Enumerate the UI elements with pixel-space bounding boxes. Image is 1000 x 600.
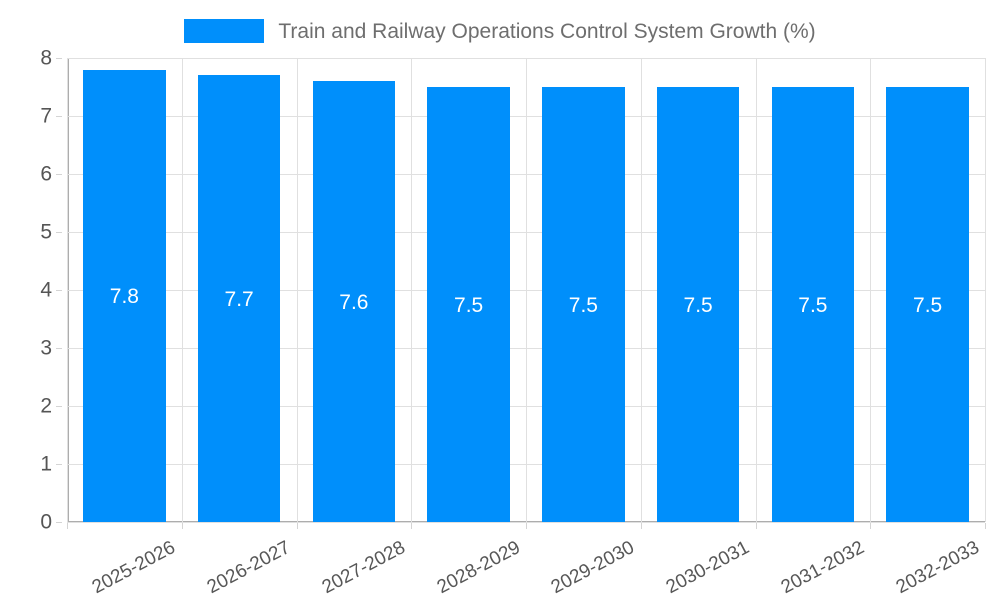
legend-color-swatch-icon[interactable] <box>184 19 265 43</box>
x-axis-tick-mark <box>182 523 183 529</box>
y-axis-tick-mark <box>56 290 62 291</box>
bar-data-label: 7.5 <box>683 293 713 317</box>
gridline-horizontal <box>67 522 985 523</box>
gridline-vertical <box>985 58 986 522</box>
bar-data-label: 7.5 <box>454 293 484 317</box>
y-axis-tick-mark <box>56 348 62 349</box>
x-axis-tick-mark <box>870 523 871 529</box>
plot-area: 7.8 7.7 7.6 7.5 7.5 7.5 7.5 7.5 <box>67 58 986 523</box>
legend-label: Train and Railway Operations Control Sys… <box>278 19 816 43</box>
bar-data-label: 7.8 <box>109 284 139 308</box>
bar[interactable] <box>771 87 855 522</box>
x-axis-tick-label: 2025-2026 <box>89 537 180 599</box>
gridline-vertical <box>641 58 642 522</box>
y-axis-tick-mark <box>56 174 62 175</box>
y-axis-tick-label: 2 <box>40 394 52 418</box>
y-axis-tick-mark <box>56 58 62 59</box>
gridline-vertical <box>870 58 871 522</box>
gridline-vertical <box>67 58 68 522</box>
bar[interactable] <box>427 87 510 522</box>
y-axis-tick-mark <box>56 464 62 465</box>
gridline-vertical <box>182 58 183 522</box>
legend-item-series-0[interactable]: Train and Railway Operations Control Sys… <box>184 19 816 43</box>
x-axis-tick-mark <box>756 523 757 529</box>
y-axis-tick-label: 5 <box>40 220 52 244</box>
y-axis-tick-label: 7 <box>40 104 52 128</box>
chart-legend: Train and Railway Operations Control Sys… <box>0 14 1000 48</box>
y-axis: 0 1 2 3 4 5 6 7 8 <box>0 0 62 600</box>
gridline-vertical <box>297 58 298 522</box>
y-axis-tick-label: 6 <box>40 162 52 186</box>
y-axis-tick-label: 3 <box>40 336 52 360</box>
bar-data-label: 7.6 <box>339 290 369 314</box>
y-axis-tick-mark <box>56 406 62 407</box>
bar-data-label: 7.5 <box>798 293 828 317</box>
gridline-vertical <box>526 58 527 522</box>
gridline-vertical <box>756 58 757 522</box>
x-axis-tick-mark <box>985 523 986 529</box>
x-axis-tick-mark <box>641 523 642 529</box>
bar-data-label: 7.5 <box>913 293 943 317</box>
bar[interactable] <box>83 69 166 522</box>
bar-data-label: 7.5 <box>568 293 598 317</box>
y-axis-tick-mark <box>56 232 62 233</box>
x-axis-tick-mark <box>297 523 298 529</box>
x-axis: 2025-2026 2026-2027 2027-2028 2028-2029 2029… <box>0 523 1000 600</box>
bar[interactable] <box>312 81 396 522</box>
x-axis-tick-mark <box>411 523 412 529</box>
x-axis-tick-mark <box>526 523 527 529</box>
bar[interactable] <box>656 87 740 522</box>
x-axis-tick-mark <box>67 523 68 529</box>
y-axis-tick-label: 8 <box>40 46 52 70</box>
y-axis-tick-mark <box>56 116 62 117</box>
y-axis-tick-label: 0 <box>40 510 52 534</box>
bar[interactable] <box>886 87 969 522</box>
bar-data-label: 7.7 <box>224 287 254 311</box>
y-axis-tick-label: 4 <box>40 278 52 302</box>
y-axis-tick-label: 1 <box>40 452 52 476</box>
gridline-vertical <box>411 58 412 522</box>
bar[interactable] <box>197 75 281 522</box>
bar[interactable] <box>542 87 625 522</box>
y-axis-tick-mark <box>56 522 62 523</box>
